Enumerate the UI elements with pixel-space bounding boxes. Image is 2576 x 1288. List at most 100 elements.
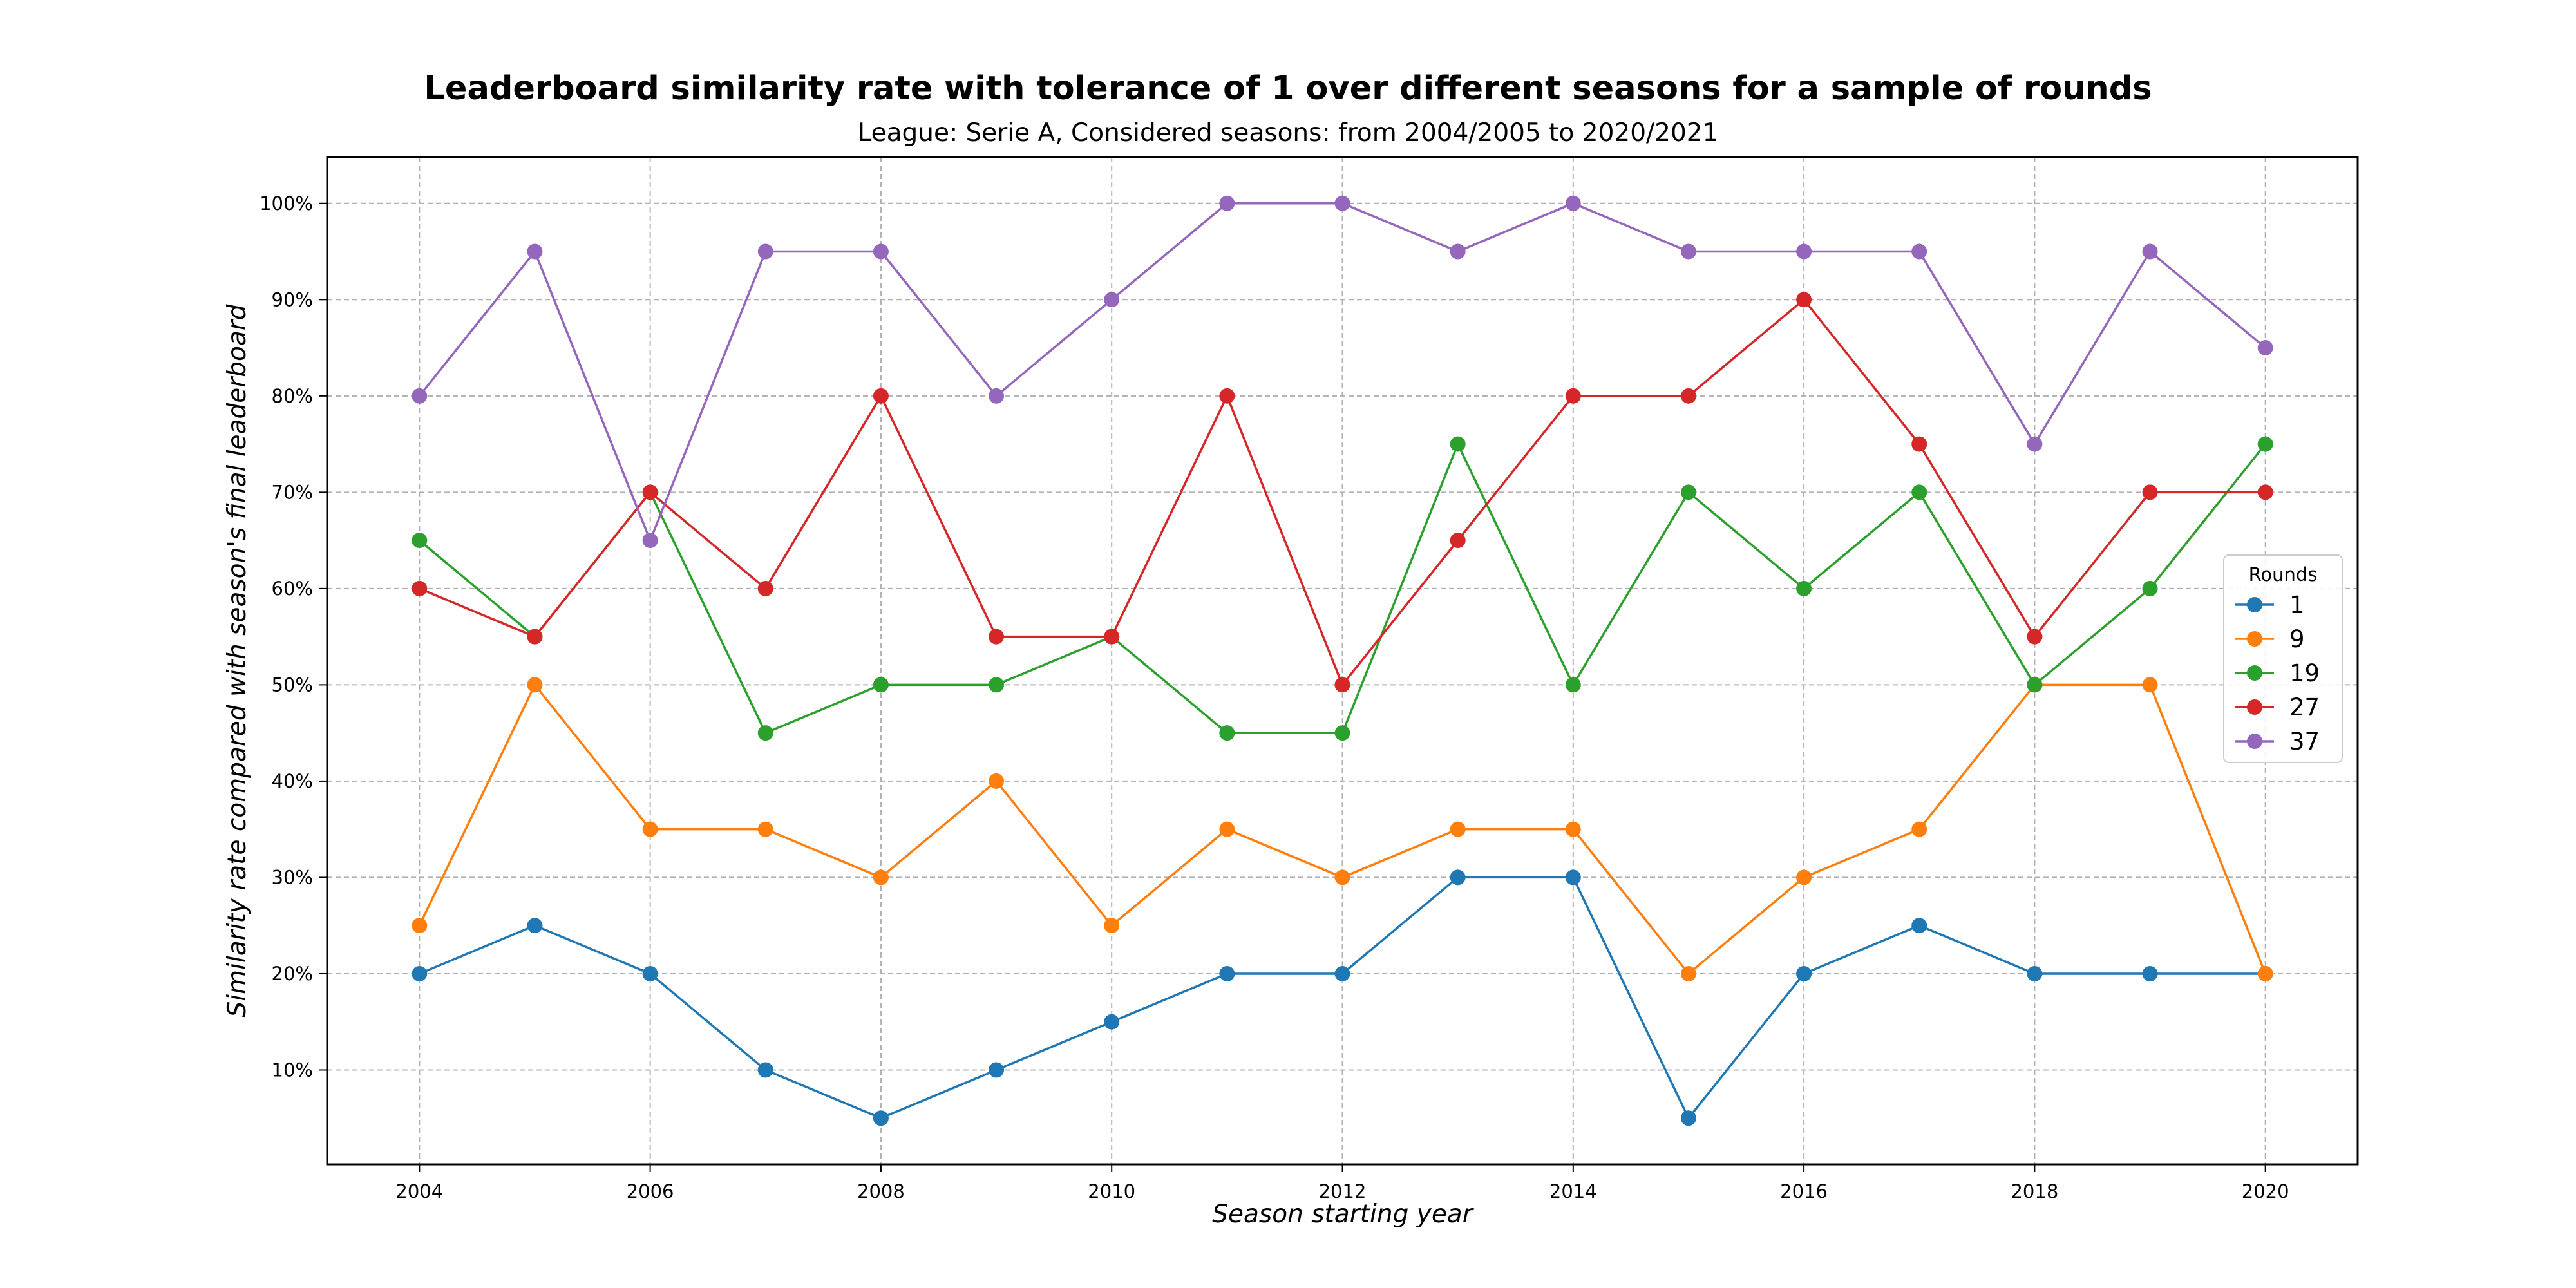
data-point — [1450, 821, 1466, 837]
data-point — [527, 677, 543, 693]
data-point — [2142, 580, 2158, 596]
data-point — [2142, 484, 2158, 500]
data-point — [757, 580, 773, 596]
legend-label: 19 — [2289, 659, 2320, 687]
data-point — [1334, 725, 1350, 741]
x-tick-label: 2014 — [1549, 1180, 1597, 1202]
data-point — [1680, 484, 1696, 500]
x-tick-label: 2010 — [1088, 1180, 1135, 1202]
data-point — [1796, 243, 1812, 260]
data-point — [1104, 918, 1120, 934]
grid — [327, 157, 2358, 1164]
data-point — [1219, 821, 1235, 837]
y-tick-label: 50% — [272, 674, 313, 696]
x-tick-label: 2006 — [627, 1180, 674, 1202]
data-point — [1680, 965, 1696, 981]
data-point — [1680, 388, 1696, 404]
x-tick-label: 2012 — [1319, 1180, 1367, 1202]
data-point — [757, 725, 773, 741]
legend-label: 27 — [2289, 694, 2320, 721]
data-point — [873, 388, 889, 404]
data-point — [1334, 195, 1350, 211]
data-point — [1911, 821, 1927, 837]
data-point — [989, 629, 1005, 645]
legend-box — [2223, 554, 2343, 763]
data-point — [2257, 340, 2273, 356]
x-axis-label: Season starting year — [1212, 1200, 1474, 1229]
data-point — [757, 821, 773, 837]
data-point — [2027, 677, 2043, 693]
data-point — [1565, 388, 1581, 404]
data-point — [642, 821, 658, 837]
data-point — [1680, 243, 1696, 260]
y-tick-label: 100% — [260, 193, 313, 214]
data-point — [873, 869, 889, 886]
legend-marker — [2247, 734, 2262, 749]
data-point — [1450, 243, 1466, 260]
data-point — [412, 533, 428, 549]
data-point — [527, 629, 543, 645]
series-27 — [412, 292, 2273, 693]
data-point — [1911, 484, 1927, 500]
legend-marker — [2247, 597, 2262, 612]
legend-label: 1 — [2289, 591, 2305, 619]
axes: 2004 2006 2008 2010 2012 2014 2016 2018 2020 10% 2… — [260, 193, 2289, 1202]
data-point — [1565, 195, 1581, 211]
data-point — [2142, 677, 2158, 693]
data-point — [2027, 629, 2043, 645]
data-point — [2257, 484, 2273, 500]
series-37 — [412, 195, 2273, 549]
data-point — [873, 243, 889, 260]
data-point — [642, 965, 658, 981]
x-tick-label: 2018 — [2011, 1180, 2058, 1202]
data-point — [1334, 965, 1350, 981]
data-point — [757, 1062, 773, 1078]
data-point — [989, 773, 1005, 789]
data-point — [1219, 388, 1235, 404]
y-tick-label: 30% — [272, 866, 313, 888]
y-axis-label: Similarity rate compared with season's f… — [223, 304, 252, 1017]
y-tick-label: 60% — [272, 578, 313, 600]
series-1 — [412, 869, 2273, 1126]
legend-label: 37 — [2289, 728, 2320, 755]
data-point — [2027, 436, 2043, 452]
data-point — [1219, 195, 1235, 211]
data-point — [642, 484, 658, 500]
data-point — [1680, 1110, 1696, 1126]
data-point — [1104, 1014, 1120, 1030]
y-tick-label: 90% — [272, 289, 313, 310]
legend-marker — [2247, 665, 2262, 681]
data-point — [527, 243, 543, 260]
legend-title: Rounds — [2249, 564, 2318, 585]
data-point — [1565, 869, 1581, 886]
data-point — [989, 1062, 1005, 1078]
data-point — [989, 677, 1005, 693]
data-point — [1565, 821, 1581, 837]
data-point — [1450, 869, 1466, 886]
y-tick-label: 70% — [272, 481, 313, 503]
chart-subtitle: League: Serie A, Considered seasons: fro… — [857, 118, 1719, 147]
legend-label: 9 — [2289, 625, 2305, 653]
data-point — [1911, 243, 1927, 260]
data-point — [1219, 725, 1235, 741]
data-point — [1104, 629, 1120, 645]
data-point — [989, 388, 1005, 404]
data-point — [412, 580, 428, 596]
data-point — [757, 243, 773, 260]
data-point — [1104, 292, 1120, 308]
data-point — [1796, 580, 1812, 596]
data-point — [642, 533, 658, 549]
data-point — [1796, 965, 1812, 981]
data-point — [1334, 869, 1350, 886]
y-tick-label: 40% — [272, 770, 313, 792]
y-tick-label: 80% — [272, 385, 313, 407]
data-point — [2027, 965, 2043, 981]
data-point — [1796, 292, 1812, 308]
chart-title: Leaderboard similarity rate with toleran… — [424, 70, 2152, 108]
data-point — [2257, 965, 2273, 981]
data-point — [1450, 436, 1466, 452]
data-point — [1334, 677, 1350, 693]
series-group — [412, 195, 2273, 1126]
